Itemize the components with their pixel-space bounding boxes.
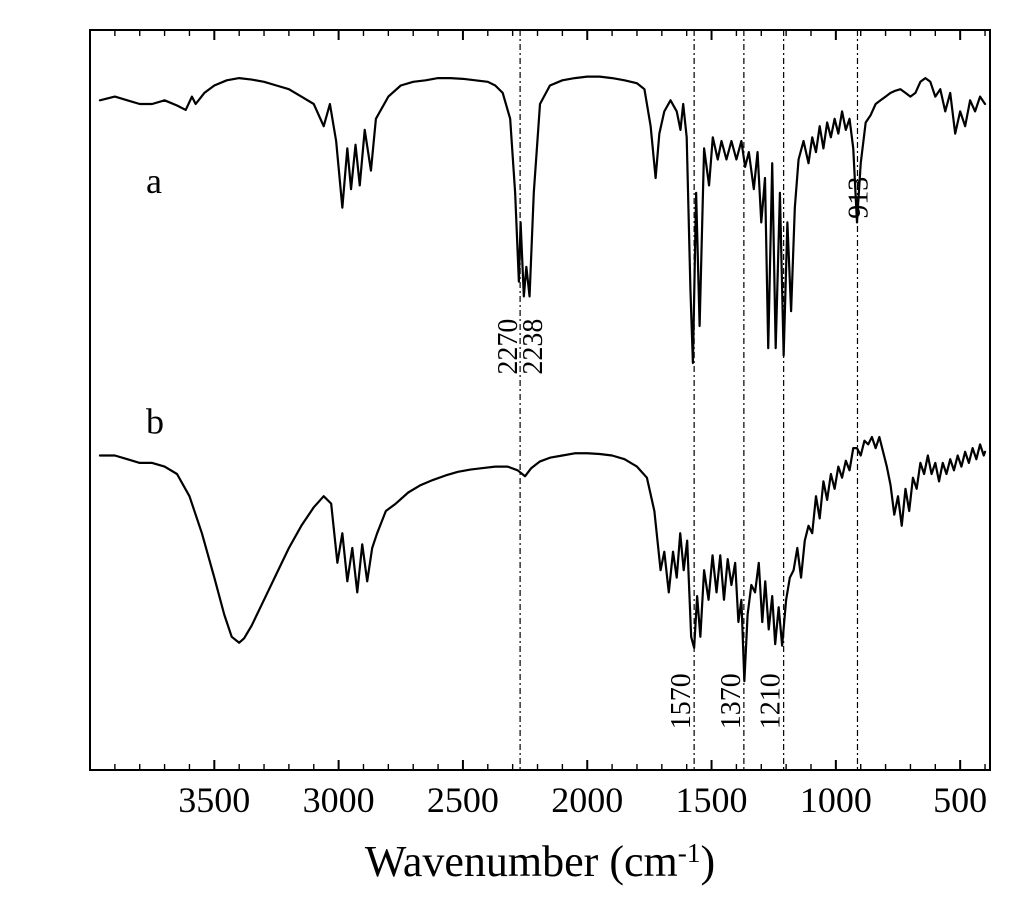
svg-text:2000: 2000 <box>551 780 623 820</box>
svg-text:2238: 2238 <box>518 319 549 375</box>
svg-text:3500: 3500 <box>178 780 250 820</box>
chart-svg: 350030002500200015001000500ab22702238913… <box>0 0 1024 911</box>
svg-text:1210: 1210 <box>756 673 787 729</box>
svg-text:1570: 1570 <box>666 673 697 729</box>
spectrum-chart: 350030002500200015001000500ab22702238913… <box>0 0 1024 911</box>
svg-text:3000: 3000 <box>303 780 375 820</box>
svg-text:a: a <box>146 161 162 201</box>
svg-text:913: 913 <box>843 177 874 219</box>
svg-text:b: b <box>146 401 164 441</box>
svg-text:2500: 2500 <box>427 780 499 820</box>
svg-text:Wavenumber (cm-1): Wavenumber (cm-1) <box>365 837 715 886</box>
svg-text:1000: 1000 <box>800 780 872 820</box>
svg-text:500: 500 <box>933 780 987 820</box>
svg-text:1500: 1500 <box>676 780 748 820</box>
svg-text:1370: 1370 <box>716 673 747 729</box>
